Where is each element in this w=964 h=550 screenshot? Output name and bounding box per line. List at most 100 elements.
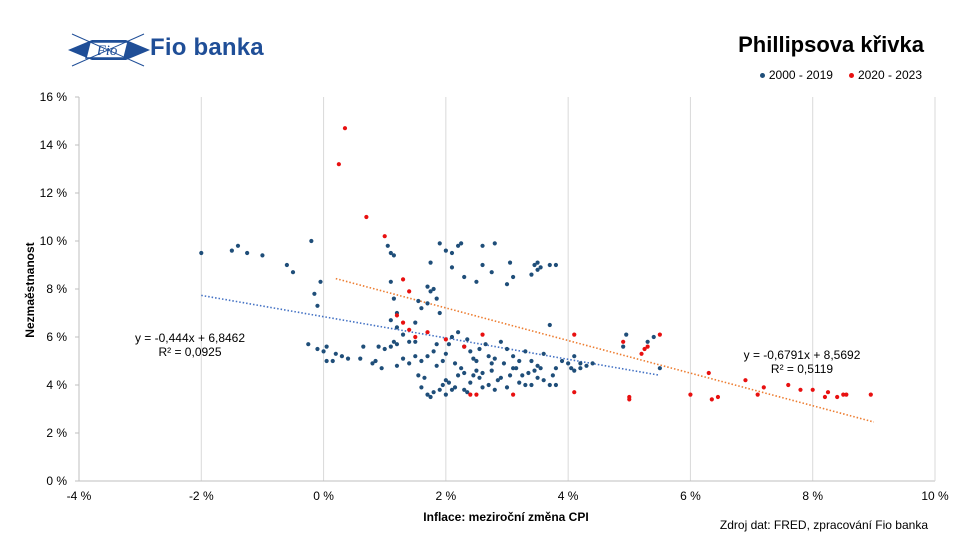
data-point	[553, 382, 559, 388]
data-point	[504, 385, 510, 390]
data-point	[755, 392, 760, 397]
data-point	[309, 238, 314, 244]
data-point	[474, 368, 479, 373]
data-point	[651, 334, 656, 340]
data-point	[394, 342, 400, 347]
data-point	[489, 361, 494, 366]
legend-item-2020-2023: 2020 - 2023	[848, 68, 922, 82]
data-point	[452, 361, 458, 366]
data-point	[407, 289, 412, 294]
data-point	[422, 375, 427, 380]
data-point	[434, 296, 439, 301]
data-point	[541, 378, 546, 383]
data-point	[407, 339, 412, 344]
data-point	[443, 392, 448, 397]
data-point	[394, 313, 400, 318]
data-point	[443, 248, 448, 253]
data-point	[743, 378, 748, 383]
y-tick-label: 6 %	[46, 330, 67, 344]
data-point	[358, 356, 363, 361]
data-point	[462, 387, 467, 392]
data-point	[391, 339, 396, 344]
data-point	[706, 370, 711, 376]
data-point	[315, 346, 320, 352]
data-point	[235, 243, 241, 248]
data-point	[547, 262, 552, 268]
data-point	[391, 253, 396, 258]
data-point	[339, 354, 345, 359]
data-point	[455, 243, 461, 248]
data-point	[517, 358, 522, 364]
data-point	[480, 332, 485, 337]
data-point	[440, 382, 445, 388]
data-point	[446, 380, 452, 385]
brand-name: Fio banka	[150, 34, 264, 61]
data-point	[844, 392, 849, 397]
source-note: Zdroj dat: FRED, zpracování Fio banka	[719, 518, 928, 532]
data-point	[504, 346, 510, 352]
data-point	[330, 358, 335, 364]
data-point	[428, 289, 433, 294]
data-point	[480, 262, 485, 268]
data-point	[489, 368, 494, 373]
data-point	[394, 325, 400, 330]
x-tick-label: 4 %	[558, 489, 579, 503]
data-point	[229, 248, 234, 253]
data-point	[382, 234, 387, 239]
data-point	[489, 270, 494, 275]
data-point	[462, 370, 467, 376]
x-tick-label: 6 %	[680, 489, 701, 503]
x-tick-label: 10 %	[921, 489, 949, 503]
data-point	[443, 351, 448, 356]
data-point	[486, 382, 491, 388]
data-point	[459, 241, 464, 246]
legend-marker-2020-2023	[848, 72, 854, 78]
trendline-equation-2020-2023: y = -0,6791x + 8,5692	[744, 348, 861, 362]
grid-lines	[200, 97, 814, 481]
data-point	[483, 342, 488, 347]
chart-legend: 2000 - 2019 2020 - 2023	[759, 68, 922, 82]
data-point	[520, 373, 525, 378]
data-point	[535, 267, 540, 272]
data-point	[578, 366, 583, 371]
data-point	[391, 296, 396, 301]
data-point	[388, 318, 393, 323]
data-point	[572, 332, 577, 337]
data-point	[465, 337, 470, 342]
data-point	[318, 279, 323, 284]
data-point	[388, 279, 393, 284]
data-point	[511, 274, 516, 280]
data-point	[761, 385, 766, 390]
y-tick-label: 8 %	[46, 282, 67, 296]
data-point	[324, 358, 329, 364]
data-point	[324, 344, 329, 349]
trendline-r2-2020-2023: R² = 0,5119	[771, 362, 833, 376]
data-point	[657, 332, 662, 337]
data-point	[541, 351, 546, 356]
data-point	[437, 387, 442, 392]
data-point	[532, 368, 537, 373]
data-point	[535, 260, 540, 265]
data-point	[199, 250, 204, 256]
data-point	[413, 320, 418, 325]
data-point	[407, 361, 412, 366]
y-tick-label: 10 %	[40, 234, 68, 248]
data-point	[559, 358, 565, 364]
trendline-r2-2000-2019: R² = 0,0925	[158, 345, 221, 359]
data-point	[538, 265, 543, 270]
data-point	[376, 344, 381, 349]
tick-labels: -4 % -2 % 0 % 2 % 4 % 6 % 8 % 10 % 0 % 2 % 4 % 6 % 8…	[40, 90, 949, 503]
data-point	[532, 262, 537, 268]
data-point	[407, 327, 412, 332]
data-point	[624, 332, 629, 337]
data-point	[566, 361, 571, 366]
data-point	[413, 354, 418, 359]
data-point	[431, 390, 436, 395]
y-tick-label: 4 %	[46, 378, 67, 392]
trendline-2000-2019	[201, 294, 660, 377]
y-tick-label: 0 %	[46, 474, 67, 488]
data-point	[425, 301, 430, 306]
data-point	[590, 361, 595, 366]
data-point	[477, 346, 482, 352]
data-point	[526, 370, 531, 376]
